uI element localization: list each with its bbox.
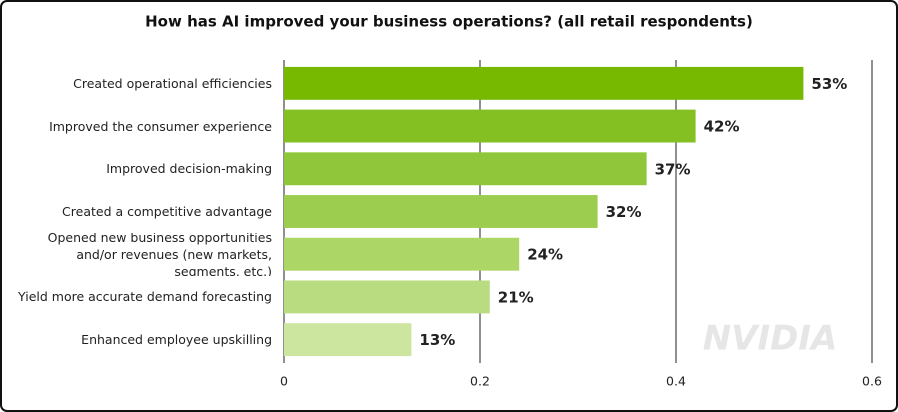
value-label: 21% bbox=[498, 288, 534, 306]
watermark: NVIDIA bbox=[703, 319, 838, 359]
value-label: 24% bbox=[527, 246, 563, 264]
chart-title: How has AI improved your business operat… bbox=[145, 13, 753, 31]
x-tick-label: 0 bbox=[280, 374, 288, 389]
y-tick-label: Improved the consumer experience bbox=[49, 118, 272, 134]
category-label-box: Created a competitive advantage bbox=[62, 203, 272, 219]
x-tick-label: 0.6 bbox=[862, 374, 882, 389]
category-label-box: Created operational efficiencies bbox=[73, 75, 272, 91]
value-label: 42% bbox=[704, 118, 740, 136]
category-label-box: Improved decision-making bbox=[106, 161, 272, 177]
category-label-box: Enhanced employee upskilling bbox=[81, 332, 272, 348]
bar bbox=[284, 280, 490, 314]
y-tick-label: Created a competitive advantage bbox=[62, 203, 272, 219]
bar bbox=[284, 109, 696, 143]
bar bbox=[284, 323, 412, 357]
bar bbox=[284, 195, 598, 228]
value-label: 13% bbox=[419, 331, 455, 349]
value-label: 37% bbox=[655, 160, 691, 178]
value-label: 53% bbox=[811, 75, 847, 93]
category-label-box: Yield more accurate demand forecasting bbox=[18, 289, 272, 305]
y-tick-label: Created operational efficiencies bbox=[73, 75, 272, 91]
category-label-box: Opened new business opportunities and/or… bbox=[47, 232, 272, 276]
category-label-box: Improved the consumer experience bbox=[49, 118, 272, 134]
y-tick-label: Enhanced employee upskilling bbox=[81, 332, 272, 348]
bar bbox=[284, 152, 647, 186]
y-tick-label: Yield more accurate demand forecasting bbox=[18, 289, 272, 305]
bar bbox=[284, 237, 520, 271]
value-label: 32% bbox=[606, 203, 642, 221]
y-tick-label: Opened new business opportunities and/or… bbox=[47, 232, 272, 276]
bar bbox=[284, 66, 804, 100]
x-tick-label: 0.2 bbox=[470, 374, 490, 389]
x-tick-label: 0.4 bbox=[666, 374, 686, 389]
y-tick-label: Improved decision-making bbox=[106, 161, 272, 177]
